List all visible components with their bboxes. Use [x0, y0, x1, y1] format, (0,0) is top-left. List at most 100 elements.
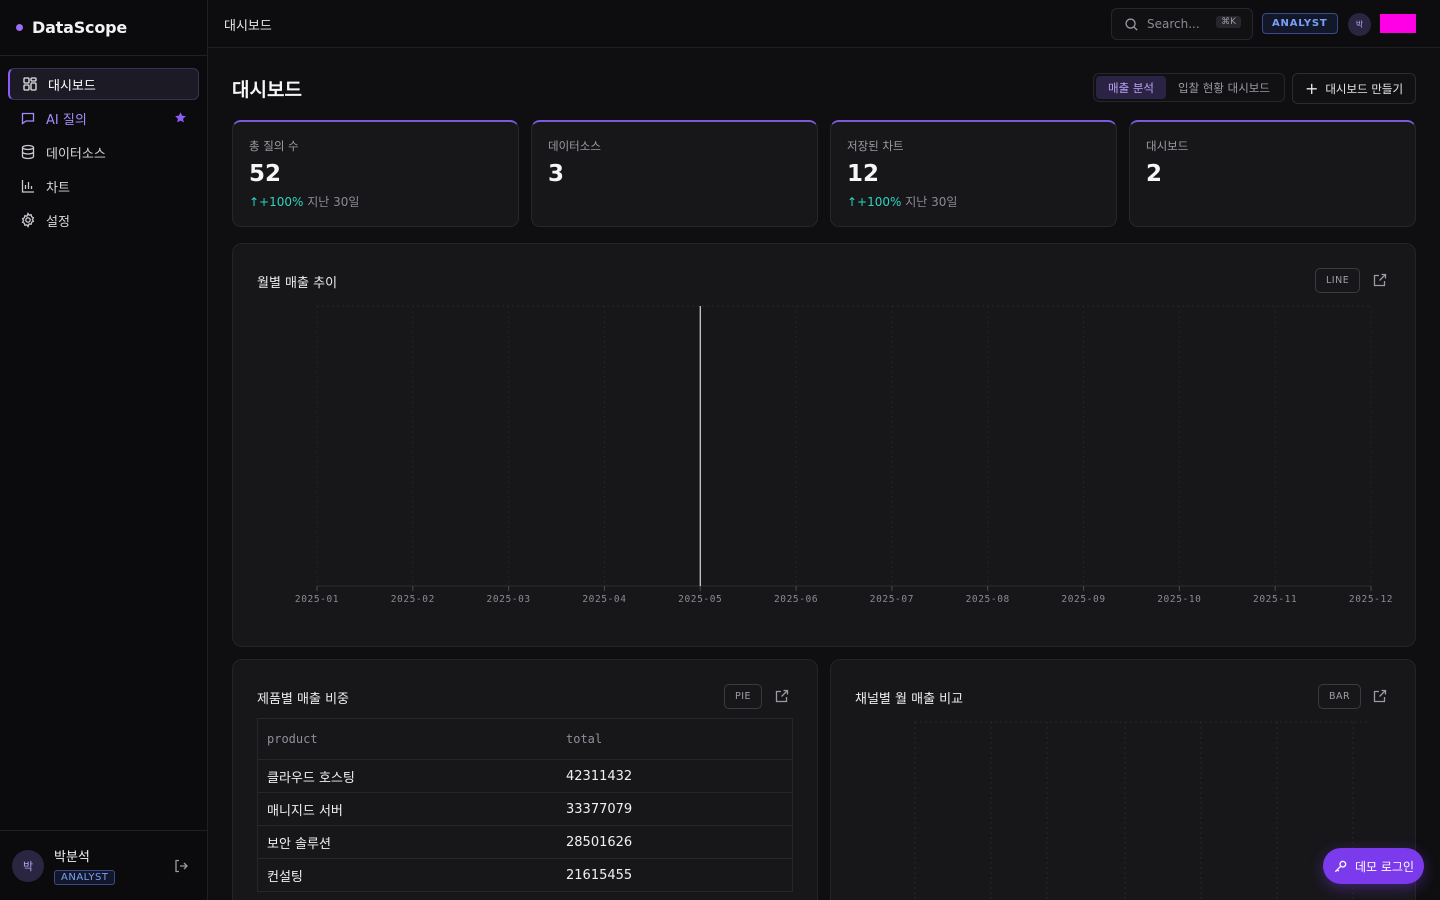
x-tick-label: 2025-05 — [678, 594, 722, 605]
table-cell: 보안 솔루션 — [267, 836, 331, 852]
table-row[interactable]: 컨설팅 21615455 — [258, 859, 792, 892]
brand-name: DataScope — [32, 18, 128, 37]
x-tick-label: 2025-11 — [1253, 594, 1297, 605]
bar-chart-grid — [914, 721, 1371, 900]
table-row[interactable]: 보안 솔루션 28501626 — [258, 826, 792, 859]
sidebar-item-label: AI 질의 — [46, 112, 87, 128]
table-cell: 매니지드 서버 — [267, 803, 343, 819]
stat-change-value: ↑+100% — [249, 195, 304, 209]
x-tick-label: 2025-09 — [1061, 594, 1105, 605]
key-icon — [1334, 860, 1347, 872]
x-tick-label: 2025-08 — [966, 594, 1010, 605]
table-cell: 클라우드 호스팅 — [267, 770, 355, 786]
dashboard-grid-icon — [22, 76, 38, 92]
create-dashboard-label: 대시보드 만들기 — [1325, 81, 1404, 96]
table-header: product total — [258, 719, 792, 760]
line-chart: 2025-01 2025-02 2025-03 2025-04 2025-05 2025-… — [295, 305, 1393, 605]
stat-label: 총 질의 수 — [249, 139, 299, 153]
tab-bid-status[interactable]: 입찰 현황 대시보드 — [1177, 80, 1270, 95]
search-placeholder: Search... — [1147, 17, 1200, 31]
line-chart-card: 월별 매출 추이 LINE 2025-01 2025-02 2025-03 2025-… — [232, 243, 1416, 647]
column-header: total — [566, 732, 603, 746]
magenta-block — [1380, 14, 1416, 33]
bar-chart-card: 채널별 월 매출 비교 BAR — [830, 659, 1416, 900]
table-cell: 28501626 — [566, 834, 633, 850]
brand[interactable]: DataScope — [0, 0, 207, 56]
bar-chart-icon — [20, 178, 36, 194]
search-input[interactable]: Search... ⌘K — [1111, 8, 1253, 40]
breadcrumb: 대시보드 — [224, 19, 272, 34]
stat-change-value: ↑+100% — [847, 195, 902, 209]
chart-type-pill[interactable]: LINE — [1315, 268, 1361, 293]
x-tick-label: 2025-01 — [295, 594, 339, 605]
x-tick-label: 2025-10 — [1157, 594, 1201, 605]
table-row[interactable]: 매니지드 서버 33377079 — [258, 793, 792, 826]
stat-card-dashboards: 대시보드 2 — [1129, 120, 1416, 227]
stat-change: ↑+100% 지난 30일 — [249, 193, 502, 210]
table-cell: 42311432 — [566, 768, 633, 784]
stat-label: 저장된 차트 — [847, 139, 904, 153]
topbar: 대시보드 Search... ⌘K ANALYST 박 — [208, 0, 1440, 48]
stat-period: 지난 30일 — [307, 195, 360, 209]
sidebar-item-ai-query[interactable]: AI 질의 — [8, 102, 199, 134]
plus-icon: + — [1304, 78, 1319, 98]
dashboard-tabs: 매출 분석 입찰 현황 대시보드 — [1093, 73, 1285, 102]
table-cell: 컨설팅 — [267, 869, 303, 885]
stat-card-datasources: 데이터소스 3 — [531, 120, 818, 227]
stat-card-queries: 총 질의 수 52 ↑+100% 지난 30일 — [232, 120, 519, 227]
external-link-icon[interactable] — [1372, 688, 1388, 704]
sidebar-item-charts[interactable]: 차트 — [8, 170, 199, 202]
create-dashboard-button[interactable]: + 대시보드 만들기 — [1292, 73, 1416, 104]
tab-sales-analysis[interactable]: 매출 분석 — [1096, 76, 1166, 99]
stat-label: 대시보드 — [1146, 139, 1189, 153]
chat-icon — [20, 110, 36, 126]
sidebar-item-datasources[interactable]: 데이터소스 — [8, 136, 199, 168]
user-name: 박분석 — [54, 850, 90, 865]
x-tick-label: 2025-06 — [774, 594, 818, 605]
x-tick-label: 2025-07 — [870, 594, 914, 605]
gear-icon — [20, 212, 36, 228]
role-badge: ANALYST — [1262, 13, 1338, 34]
stat-change: ↑+100% 지난 30일 — [847, 193, 1100, 210]
star-icon — [175, 112, 186, 123]
page-title: 대시보드 — [232, 79, 302, 101]
avatar[interactable]: 박 — [1348, 13, 1371, 36]
chart-type-pill[interactable]: PIE — [724, 684, 763, 709]
sidebar-item-label: 설정 — [46, 214, 70, 230]
pie-chart-card: 제품별 매출 비중 PIE product total 클라우드 호스팅 423… — [232, 659, 818, 900]
logout-icon[interactable] — [173, 858, 189, 874]
sidebar-item-label: 차트 — [46, 180, 70, 196]
x-tick-label: 2025-04 — [582, 594, 626, 605]
stat-value: 2 — [1146, 161, 1163, 187]
x-tick-label: 2025-02 — [391, 594, 435, 605]
stat-value: 3 — [548, 161, 565, 187]
sidebar-item-label: 데이터소스 — [46, 146, 106, 162]
stat-period: 지난 30일 — [905, 195, 958, 209]
x-tick-label: 2025-03 — [487, 594, 531, 605]
sidebar-nav: 대시보드 AI 질의 데이터소스 차트 — [0, 56, 207, 250]
x-tick-label: 2025-12 — [1349, 594, 1393, 605]
search-icon — [1125, 17, 1138, 31]
chart-type-pill[interactable]: BAR — [1318, 684, 1362, 709]
avatar[interactable]: 박 — [12, 849, 44, 882]
role-badge: ANALYST — [54, 870, 116, 885]
stat-value: 52 — [249, 161, 282, 187]
sidebar-item-label: 대시보드 — [48, 78, 96, 94]
card-title: 월별 매출 추이 — [257, 276, 338, 291]
external-link-icon[interactable] — [774, 688, 790, 704]
sidebar: DataScope 대시보드 AI 질의 데이터소스 — [0, 0, 208, 900]
external-link-icon[interactable] — [1372, 272, 1388, 288]
sidebar-item-settings[interactable]: 설정 — [8, 204, 199, 236]
data-table: product total 클라우드 호스팅 42311432 매니지드 서버 … — [257, 718, 793, 892]
brand-dot-icon — [16, 24, 23, 31]
demo-login-label: 데모 로그인 — [1354, 859, 1414, 874]
main-content: 대시보드 매출 분석 입찰 현황 대시보드 + 대시보드 만들기 총 질의 수 … — [208, 48, 1440, 900]
demo-login-button[interactable]: 데모 로그인 — [1323, 848, 1424, 884]
column-header: product — [267, 732, 318, 746]
stat-value: 12 — [847, 161, 880, 187]
table-cell: 21615455 — [566, 867, 633, 883]
sidebar-item-dashboard[interactable]: 대시보드 — [8, 68, 199, 100]
database-icon — [20, 144, 36, 160]
table-row[interactable]: 클라우드 호스팅 42311432 — [258, 760, 792, 793]
